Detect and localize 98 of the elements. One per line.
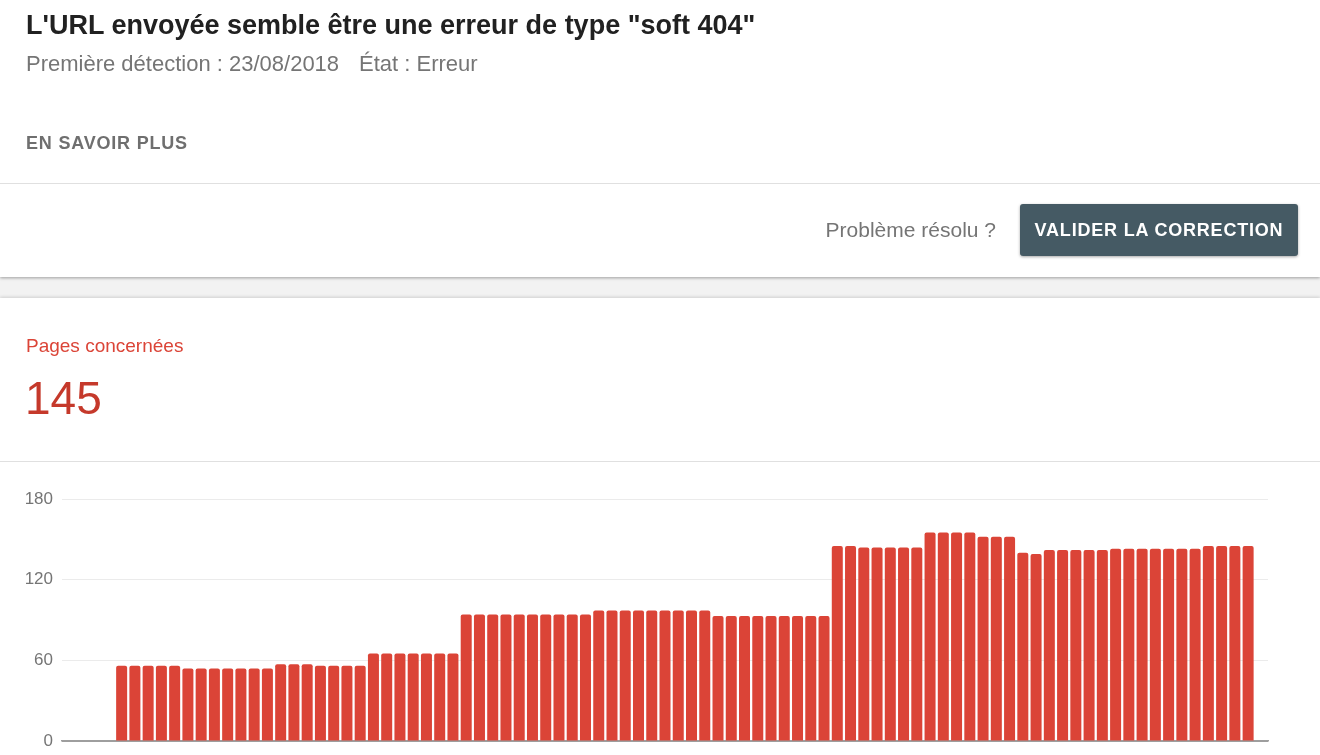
bar bbox=[487, 614, 499, 741]
bar bbox=[964, 532, 976, 741]
y-tick-label: 0 bbox=[43, 730, 53, 750]
bar bbox=[1096, 550, 1108, 741]
bar bbox=[1216, 546, 1228, 741]
bar bbox=[513, 614, 525, 741]
bar bbox=[659, 610, 671, 741]
bar bbox=[739, 615, 751, 741]
bar bbox=[1043, 550, 1055, 741]
bar bbox=[765, 615, 777, 741]
bar bbox=[566, 614, 578, 741]
bar bbox=[407, 653, 419, 741]
bar bbox=[500, 614, 512, 741]
bar bbox=[261, 668, 273, 741]
bar bbox=[845, 546, 857, 741]
bar bbox=[633, 610, 644, 741]
bar bbox=[129, 665, 141, 741]
bar bbox=[1030, 554, 1042, 741]
bar bbox=[752, 615, 764, 741]
bar bbox=[831, 546, 843, 741]
chart-title: L'URL envoyée semble être une erreur de type "soft 404" bbox=[26, 9, 756, 41]
bar bbox=[778, 615, 790, 741]
bar bbox=[394, 653, 406, 741]
bar bbox=[248, 668, 260, 741]
text: 145 bbox=[25, 372, 102, 424]
bar bbox=[222, 668, 234, 741]
bar bbox=[288, 664, 300, 741]
bar bbox=[937, 532, 949, 741]
bar bbox=[473, 614, 485, 741]
bar bbox=[619, 610, 631, 741]
bar bbox=[367, 653, 379, 741]
bar bbox=[155, 665, 167, 741]
bar bbox=[553, 614, 565, 741]
bar bbox=[672, 610, 684, 741]
bar bbox=[195, 668, 207, 741]
text: Pages concernées bbox=[26, 335, 184, 357]
bar bbox=[1202, 546, 1214, 741]
bar bbox=[699, 610, 711, 741]
text: EN SAVOIR PLUS bbox=[26, 132, 188, 154]
bar bbox=[314, 665, 326, 741]
bar bbox=[1189, 548, 1201, 741]
bar bbox=[182, 668, 194, 741]
bar bbox=[871, 547, 883, 741]
bar bbox=[1070, 550, 1082, 741]
bar bbox=[924, 532, 936, 741]
text: Problème résolu ? bbox=[825, 217, 996, 243]
bar bbox=[1136, 548, 1148, 741]
bar bbox=[884, 547, 896, 741]
bar bbox=[1163, 548, 1175, 741]
bar bbox=[911, 547, 923, 741]
bar bbox=[977, 536, 989, 741]
bar bbox=[381, 653, 393, 741]
bar bbox=[275, 664, 287, 741]
bar bbox=[951, 532, 963, 741]
bar bbox=[208, 668, 220, 741]
bar bbox=[1229, 546, 1241, 741]
bar bbox=[460, 614, 472, 741]
y-tick-label: 180 bbox=[24, 488, 53, 508]
bar bbox=[1149, 548, 1161, 741]
text: État : Erreur bbox=[359, 51, 478, 77]
bar bbox=[341, 665, 353, 741]
bar bbox=[818, 615, 830, 741]
bar bbox=[434, 653, 446, 741]
bar bbox=[686, 610, 698, 741]
bar bbox=[646, 610, 658, 741]
bar bbox=[712, 615, 724, 741]
bar bbox=[235, 668, 247, 741]
chart-subtitle: Première détection : 23/08/2018 bbox=[26, 51, 340, 77]
y-tick-label: 60 bbox=[34, 650, 53, 670]
bar bbox=[540, 614, 552, 741]
bar bbox=[579, 614, 591, 741]
bar bbox=[1176, 548, 1188, 741]
bar bbox=[169, 665, 181, 741]
bar bbox=[805, 615, 817, 741]
bar bbox=[420, 653, 432, 741]
bar bbox=[725, 615, 737, 741]
bar bbox=[447, 653, 459, 741]
bar bbox=[606, 610, 618, 741]
bar bbox=[354, 665, 366, 741]
bar bbox=[1242, 546, 1254, 741]
bar bbox=[1017, 552, 1029, 741]
bar bbox=[898, 547, 910, 741]
bar bbox=[990, 536, 1002, 741]
bar bbox=[858, 547, 870, 741]
bar bbox=[1004, 536, 1016, 741]
bar bbox=[1123, 548, 1135, 741]
bar bbox=[116, 665, 128, 741]
y-tick-label: 120 bbox=[24, 569, 53, 589]
bar bbox=[301, 664, 313, 741]
bar bbox=[593, 610, 605, 741]
text: VALIDER LA CORRECTION bbox=[1020, 204, 1298, 256]
bar bbox=[1057, 550, 1069, 741]
bar bbox=[526, 614, 538, 741]
bar bbox=[328, 665, 340, 741]
bar bbox=[792, 615, 804, 741]
bar bbox=[1110, 548, 1122, 741]
bar bbox=[1083, 550, 1095, 741]
bar bbox=[142, 665, 154, 741]
